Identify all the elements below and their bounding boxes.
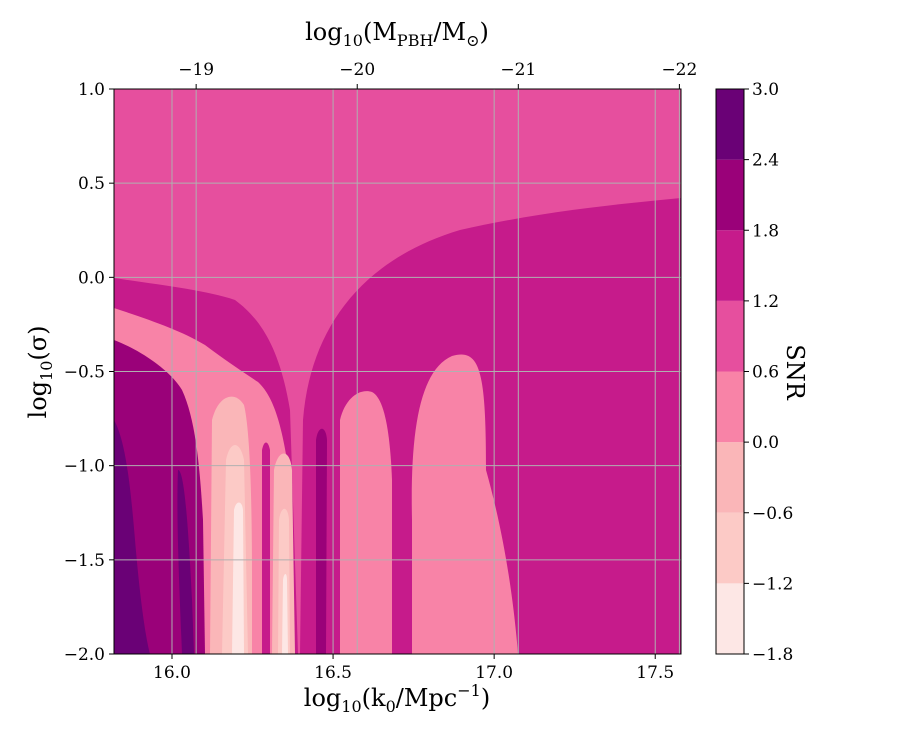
x-axis-title: log10(k0/Mpc−1) [304, 681, 490, 716]
top-axis-title: log10(MPBH/M⊙) [305, 18, 489, 50]
y-tick-label: 1.0 [78, 80, 105, 100]
colorbar-tick-label: 0.6 [752, 363, 779, 383]
y-axis-ticks: 1.0 0.5 0.0 −0.5 −1.0 −1.5 −2.0 [64, 80, 114, 665]
colorbar-segment [716, 583, 744, 654]
colorbar-segment [716, 159, 744, 231]
y-tick-label: −2.0 [64, 645, 105, 665]
y-tick-label: −1.0 [64, 457, 105, 477]
colorbar-tick-label: −1.2 [752, 574, 793, 594]
x-tick-label: 17.5 [636, 663, 674, 683]
colorbar-tick-label: 1.8 [752, 221, 779, 241]
top-tick-label: −19 [178, 60, 214, 80]
y-axis-title: log10(σ) [24, 326, 56, 419]
colorbar-title: SNR [781, 344, 809, 400]
x-axis-ticks: 16.0 16.5 17.0 17.5 [153, 654, 674, 683]
contour-region-snr-1.8-center-sliver [316, 428, 327, 654]
x-tick-label: 17.0 [475, 663, 513, 683]
contour-region-snr-1.2-right [300, 198, 681, 654]
colorbar-tick-label: 1.2 [752, 292, 779, 312]
top-tick-label: −21 [500, 60, 536, 80]
contour-region-snr-1.2-center-sliver [262, 442, 270, 654]
colorbar-segment [716, 300, 744, 372]
colorbar-segment [716, 89, 744, 160]
contour-region-snr-0.0-center [340, 391, 392, 654]
colorbar [716, 89, 744, 654]
colorbar-tick-label: 0.0 [752, 433, 779, 453]
colorbar-segment [716, 512, 744, 584]
x-tick-label: 16.0 [153, 663, 191, 683]
y-tick-label: −0.5 [64, 363, 105, 383]
contour-region-snr-0.0-right-tongue [411, 354, 518, 654]
colorbar-ticks: −1.8 −1.2 −0.6 0.0 0.6 1.2 1.8 2.4 3.0 [744, 80, 793, 665]
colorbar-segment [716, 230, 744, 301]
top-axis-ticks: −19 −20 −21 −22 [178, 60, 697, 89]
colorbar-tick-label: 2.4 [752, 151, 779, 171]
contour-region-snr-2.4-left-core [114, 420, 150, 654]
contour-region-snr-neg1.8-strip-b [282, 574, 288, 654]
top-tick-label: −22 [661, 60, 697, 80]
y-tick-label: −1.5 [64, 551, 105, 571]
x-tick-label: 16.5 [314, 663, 352, 683]
colorbar-tick-label: −1.8 [752, 645, 793, 665]
colorbar-tick-label: 3.0 [752, 80, 779, 100]
y-tick-label: 0.5 [78, 174, 105, 194]
contour-region-snr-2.4-sliver [177, 470, 194, 654]
colorbar-tick-label: −0.6 [752, 504, 793, 524]
colorbar-segment [716, 371, 744, 443]
y-tick-label: 0.0 [78, 268, 105, 288]
top-tick-label: −20 [339, 60, 375, 80]
colorbar-segment [716, 442, 744, 513]
contour-region-snr-neg1.8-strip-a [232, 502, 244, 654]
